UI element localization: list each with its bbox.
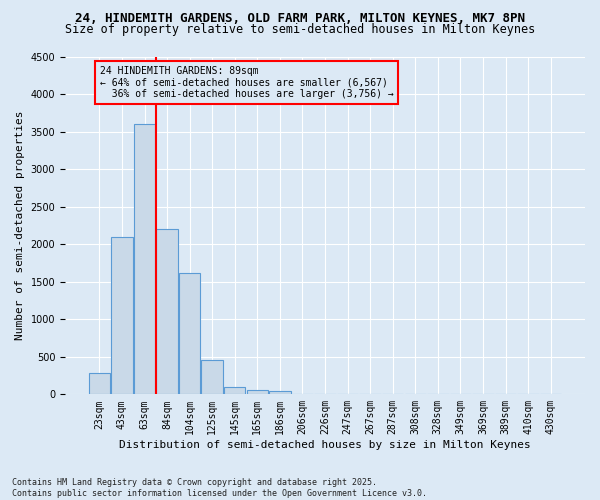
Text: 24 HINDEMITH GARDENS: 89sqm
← 64% of semi-detached houses are smaller (6,567)
  : 24 HINDEMITH GARDENS: 89sqm ← 64% of sem…: [100, 66, 394, 98]
Bar: [157, 229, 178, 394]
Text: 24, HINDEMITH GARDENS, OLD FARM PARK, MILTON KEYNES, MK7 8PN: 24, HINDEMITH GARDENS, OLD FARM PARK, MI…: [75, 12, 525, 26]
Y-axis label: Number of semi-detached properties: Number of semi-detached properties: [15, 110, 25, 340]
X-axis label: Distribution of semi-detached houses by size in Milton Keynes: Distribution of semi-detached houses by …: [119, 440, 531, 450]
Bar: [224, 387, 245, 394]
Bar: [269, 390, 290, 394]
Text: Size of property relative to semi-detached houses in Milton Keynes: Size of property relative to semi-detach…: [65, 22, 535, 36]
Bar: [247, 390, 268, 394]
Bar: [179, 272, 200, 394]
Bar: [111, 236, 133, 394]
Bar: [202, 360, 223, 394]
Bar: [89, 372, 110, 394]
Text: Contains HM Land Registry data © Crown copyright and database right 2025.
Contai: Contains HM Land Registry data © Crown c…: [12, 478, 427, 498]
Bar: [134, 124, 155, 394]
